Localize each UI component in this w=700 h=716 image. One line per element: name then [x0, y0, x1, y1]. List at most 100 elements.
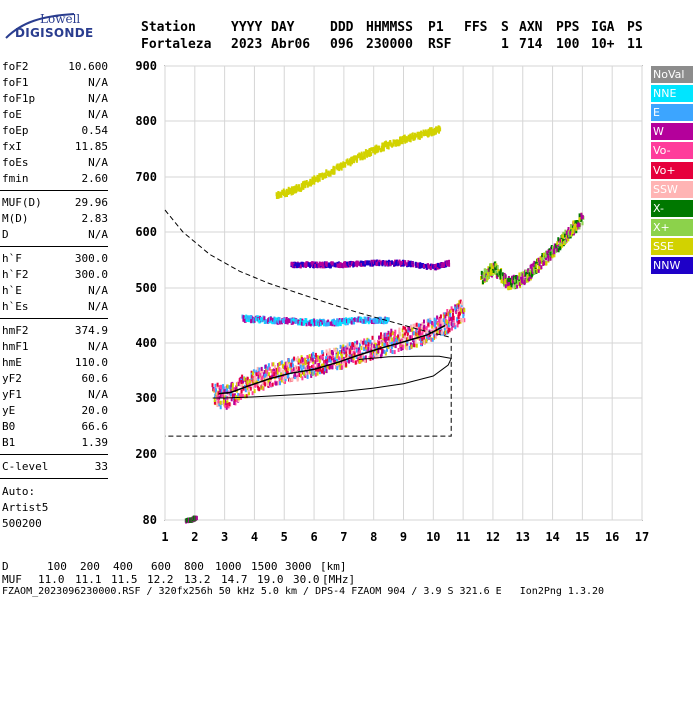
echo-point: [375, 345, 378, 350]
y-tick-label: 400: [135, 336, 157, 350]
param-value: 300.0: [74, 252, 108, 265]
echo-point: [366, 149, 369, 154]
echo-point: [345, 354, 348, 359]
echo-point: [320, 262, 322, 267]
auto-artist-label: Artist5: [2, 501, 49, 514]
echo-point: [564, 229, 567, 234]
echo-point: [286, 361, 289, 366]
echo-point: [363, 155, 366, 160]
echo-point: [527, 274, 530, 278]
echo-point: [447, 323, 450, 328]
echo-point: [385, 333, 388, 337]
param-name: B1: [2, 436, 16, 449]
echo-point: [398, 337, 401, 342]
param-row: MUF(D) 29.96: [2, 196, 108, 212]
echo-point: [333, 168, 336, 173]
header-iga-label: IGA: [591, 20, 615, 35]
echo-point: [408, 135, 411, 139]
echo-point: [364, 316, 367, 321]
echo-point: [302, 321, 305, 326]
header-hhmmss-value: 230000: [366, 37, 413, 52]
footer-d-value: 800: [184, 560, 204, 573]
echo-point: [374, 355, 377, 359]
echo-point: [556, 247, 559, 252]
echo-point: [445, 327, 448, 332]
echo-point: [380, 352, 383, 357]
echo-point: [326, 351, 328, 356]
param-row: h`F 300.0: [2, 252, 108, 268]
echo-point: [410, 324, 413, 329]
echo-point: [351, 156, 354, 161]
echo-point: [427, 318, 430, 323]
echo-point: [310, 319, 313, 324]
echo-point: [412, 331, 415, 336]
echo-point: [446, 309, 449, 313]
echo-point: [358, 350, 361, 355]
echo-point: [263, 370, 266, 374]
echo-point: [226, 403, 229, 408]
x-tick-label: 7: [340, 530, 347, 544]
echo-point: [457, 314, 460, 319]
echo-point: [293, 367, 296, 372]
echo-point: [435, 326, 438, 331]
echo-point: [341, 364, 344, 369]
echo-point: [259, 319, 262, 324]
echo-point: [425, 329, 428, 334]
echo-point: [219, 405, 222, 410]
echo-point: [577, 220, 580, 224]
param-row: hmE 110.0: [2, 356, 108, 372]
echo-point: [400, 346, 403, 351]
echo-point: [412, 338, 415, 343]
echo-point: [359, 260, 362, 265]
param-name: C-level: [2, 460, 49, 473]
echo-point: [371, 350, 374, 355]
echo-point: [408, 335, 411, 340]
param-value: 2.60: [81, 172, 109, 185]
echo-point: [316, 358, 319, 363]
echo-point: [216, 400, 218, 405]
echo-point: [275, 319, 278, 324]
echo-point: [482, 275, 485, 280]
echo-point: [355, 343, 358, 348]
echo-point: [457, 303, 460, 307]
echo-point: [286, 374, 289, 379]
echo-point: [311, 353, 313, 358]
echo-point: [360, 155, 363, 160]
footer-d-value: 400: [113, 560, 133, 573]
echo-point: [390, 328, 393, 333]
echo-point: [342, 346, 345, 351]
param-row: h`F2 300.0: [2, 268, 108, 284]
header-station-label: Station: [141, 20, 196, 35]
echo-point: [436, 325, 439, 330]
echo-point: [245, 394, 248, 399]
echo-point: [380, 145, 383, 150]
param-row: foF2 10.600: [2, 60, 108, 76]
param-name: h`F: [2, 252, 22, 265]
echo-point: [413, 343, 416, 348]
echo-point: [319, 355, 322, 360]
echo-point: [256, 366, 259, 371]
echo-point: [485, 269, 488, 274]
echo-point: [531, 270, 534, 274]
echo-point: [504, 284, 507, 289]
echo-point: [288, 319, 291, 323]
echo-point: [255, 377, 258, 382]
echo-point: [574, 220, 577, 225]
echo-point: [293, 375, 296, 380]
echo-point: [516, 284, 519, 289]
echo-point: [357, 351, 360, 356]
echo-point: [430, 263, 432, 268]
echo-point: [278, 377, 281, 382]
echo-point: [482, 278, 485, 283]
echo-point: [482, 273, 485, 278]
echo-point: [281, 318, 284, 323]
echo-point: [416, 325, 418, 330]
echo-point: [376, 354, 379, 359]
echo-point: [409, 263, 412, 268]
echo-point: [483, 268, 486, 273]
echo-point: [311, 176, 314, 181]
echo-point: [555, 243, 558, 248]
echo-point: [295, 188, 298, 192]
echo-point: [248, 391, 250, 396]
echo-point: [408, 326, 411, 331]
